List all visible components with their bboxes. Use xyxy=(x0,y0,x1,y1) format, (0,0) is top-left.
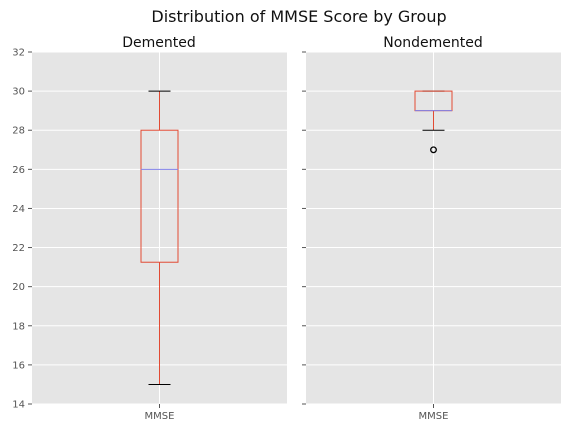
panel-nondemented: MMSE xyxy=(302,51,561,422)
y-tick-label: 16 xyxy=(12,360,25,371)
figure-title: Distribution of MMSE Score by Group xyxy=(151,7,446,26)
y-tick-label: 18 xyxy=(12,321,25,332)
panel-title-nondemented: Nondemented xyxy=(383,35,483,51)
y-tick-label: 30 xyxy=(12,87,25,98)
y-tick-label: 26 xyxy=(12,165,25,176)
panel-demented: 14 16 18 20 22 24 26 28 30 32 MMSE xyxy=(12,48,287,422)
x-tick-label: MMSE xyxy=(145,411,175,422)
outlier-point xyxy=(430,146,437,154)
x-tick-label: MMSE xyxy=(419,411,449,422)
y-tick-label: 32 xyxy=(12,48,25,59)
box xyxy=(140,129,179,263)
y-tick-label: 20 xyxy=(12,282,25,293)
panel-title-demented: Demented xyxy=(122,35,196,51)
y-tick-label: 28 xyxy=(12,126,25,137)
y-tick-label: 24 xyxy=(12,204,25,215)
y-tick-label: 22 xyxy=(12,243,25,254)
y-tick-label: 14 xyxy=(12,400,25,411)
